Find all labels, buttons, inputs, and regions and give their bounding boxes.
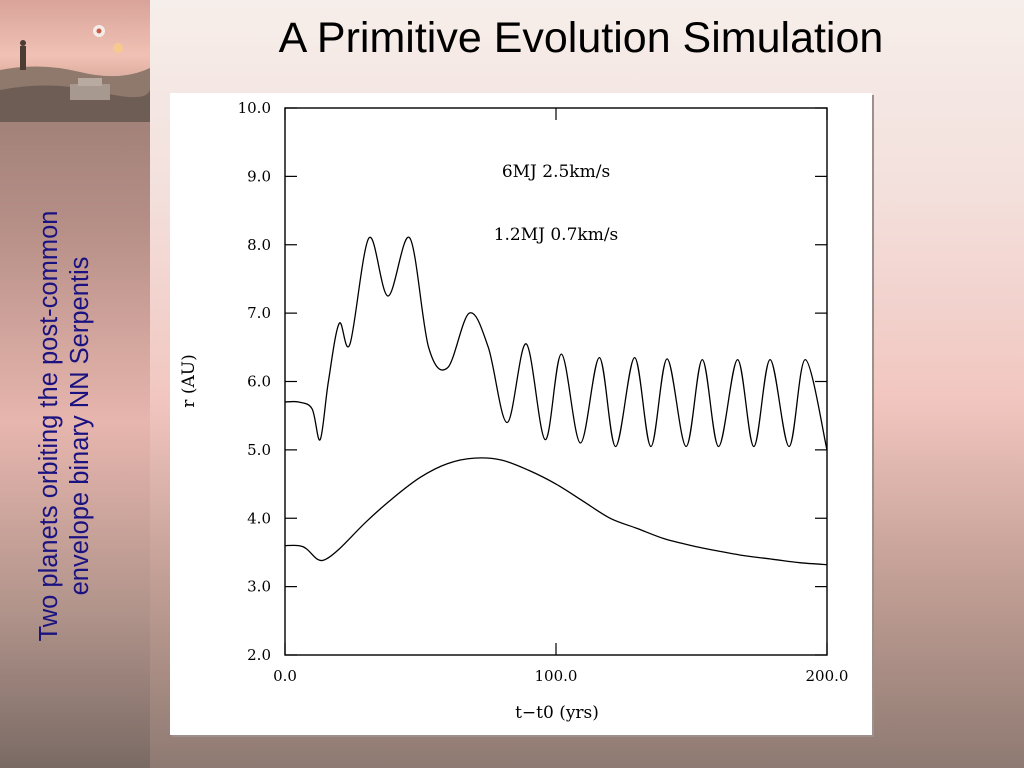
y-axis-ticks: 2.0 3.0 4.0 5.0 6.0 7.0 8.0 9.0 10.0 [238, 99, 827, 664]
annotation-label-2: 1.2MJ 0.7km/s [494, 225, 619, 245]
series-line-2 [284, 457, 828, 566]
y-tick-label: 3.0 [247, 578, 271, 596]
x-tick-label: 200.0 [806, 667, 849, 685]
y-tick-label: 7.0 [247, 304, 271, 322]
y-tick-label: 4.0 [247, 509, 271, 527]
slide-title: A Primitive Evolution Simulation [278, 14, 884, 62]
y-tick-label: 10.0 [238, 99, 271, 117]
annotation-label-1: 6MJ 2.5km/s [502, 162, 610, 182]
y-tick-label: 5.0 [247, 441, 271, 459]
y-axis-label: r (AU) [179, 354, 199, 407]
desert-photo [0, 0, 150, 122]
x-axis-label: t−t0 (yrs) [515, 703, 599, 723]
x-tick-label: 0.0 [273, 667, 297, 685]
y-tick-label: 6.0 [247, 373, 271, 391]
y-tick-label: 9.0 [247, 167, 271, 185]
plot-frame [284, 107, 828, 656]
line-chart: 0.0 100.0 200.0 2.0 3.0 4.0 5.0 6.0 7.0 8.0 9.0 10… [179, 99, 848, 723]
annotation-layer: 6MJ 2.5km/s 1.2MJ 0.7km/s [494, 162, 619, 245]
y-tick-label: 2.0 [247, 646, 271, 664]
x-tick-label: 100.0 [535, 667, 578, 685]
side-caption: Two planets orbiting the post-common env… [34, 116, 96, 736]
x-axis-ticks: 0.0 100.0 200.0 [273, 108, 848, 685]
series-layer [284, 236, 828, 566]
chart-panel: 0.0 100.0 200.0 2.0 3.0 4.0 5.0 6.0 7.0 8.0 9.0 10… [170, 93, 872, 735]
sidebar: Two planets orbiting the post-common env… [0, 0, 150, 768]
side-caption-line1: Two planets orbiting the post-common [35, 210, 63, 642]
series-line-1 [284, 236, 828, 451]
y-tick-label: 8.0 [247, 236, 271, 254]
side-caption-line2: envelope binary NN Serpentis [66, 256, 94, 596]
